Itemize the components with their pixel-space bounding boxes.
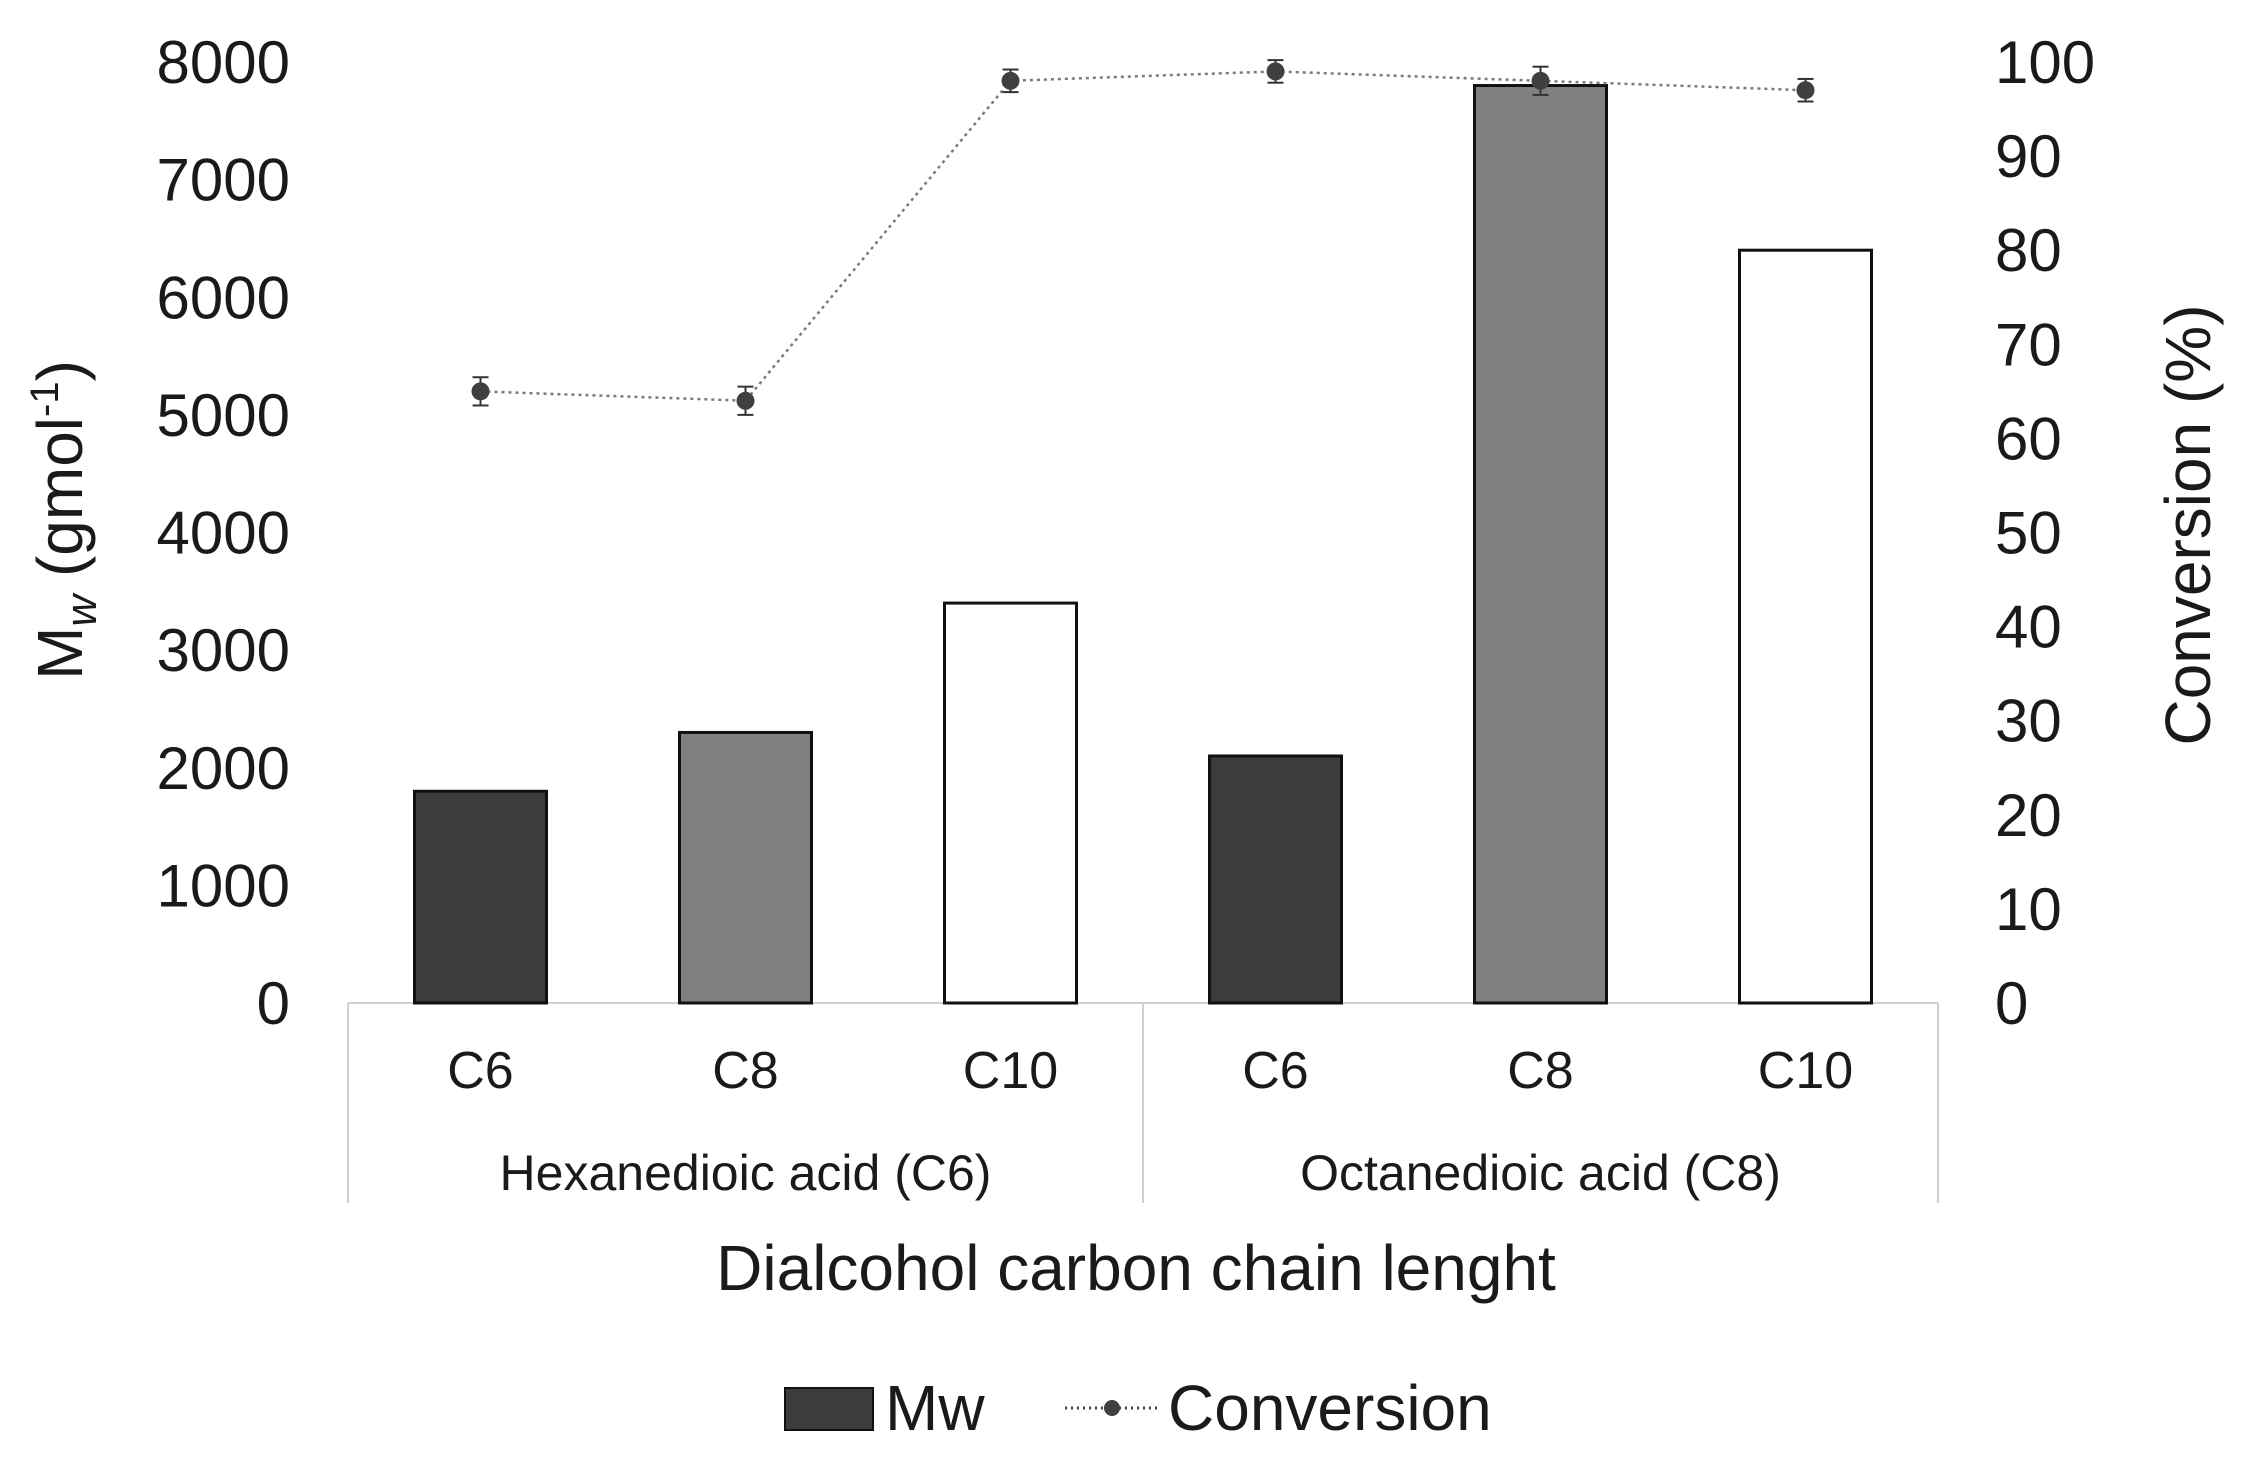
right-tick-label: 70 bbox=[1995, 311, 2062, 378]
x-axis-title: Dialcohol carbon chain lenght bbox=[716, 1232, 1556, 1304]
conversion-line-path bbox=[480, 70, 1806, 403]
bar-mw bbox=[1208, 754, 1343, 1005]
left-axis-title: Mw (gmol-1) bbox=[23, 360, 106, 680]
left-tick-label: 3000 bbox=[157, 617, 290, 684]
left-tick-label: 4000 bbox=[157, 500, 290, 567]
bar-mw bbox=[1738, 248, 1873, 1005]
right-axis-ticks: 0 10 20 30 40 50 60 70 80 90 100 bbox=[1995, 29, 2095, 1037]
line-series-conversion bbox=[471, 59, 1815, 416]
conversion-point bbox=[1531, 71, 1550, 90]
conversion-point bbox=[1001, 71, 1020, 90]
left-tick-label: 1000 bbox=[157, 852, 290, 919]
bar-mw bbox=[943, 601, 1078, 1005]
right-tick-label: 20 bbox=[1995, 782, 2062, 849]
category-label: C10 bbox=[963, 1042, 1058, 1100]
legend: Mw Conversion bbox=[784, 1372, 1492, 1444]
bar-mw bbox=[678, 730, 813, 1005]
bar-mw bbox=[1473, 84, 1608, 1005]
right-tick-label: 30 bbox=[1995, 688, 2062, 755]
category-label: C6 bbox=[1242, 1042, 1308, 1100]
group-label: Hexanedioic acid (C6) bbox=[500, 1145, 992, 1201]
left-axis-title-superscript: -1 bbox=[23, 381, 67, 417]
left-axis-title-subscript: w bbox=[57, 592, 106, 627]
group-labels: Hexanedioic acid (C6) Octanedioic acid (C… bbox=[500, 1145, 1781, 1201]
conversion-point bbox=[1266, 62, 1285, 81]
category-labels: C6 C8 C10 C6 C8 C10 bbox=[447, 1042, 1853, 1100]
category-axis-frame bbox=[347, 1002, 1939, 1203]
bar-series-mw bbox=[413, 84, 1873, 1005]
left-tick-label: 5000 bbox=[157, 382, 290, 449]
category-label: C6 bbox=[447, 1042, 513, 1100]
legend-mw-label: Mw bbox=[885, 1372, 985, 1444]
category-label: C8 bbox=[1507, 1042, 1573, 1100]
right-tick-label: 10 bbox=[1995, 876, 2062, 943]
legend-conversion-label: Conversion bbox=[1168, 1372, 1492, 1444]
left-tick-label: 7000 bbox=[157, 147, 290, 214]
group-label: Octanedioic acid (C8) bbox=[1300, 1145, 1781, 1201]
left-tick-label: 0 bbox=[257, 970, 290, 1037]
right-tick-label: 50 bbox=[1995, 500, 2062, 567]
left-tick-label: 6000 bbox=[157, 264, 290, 331]
right-axis-title: Conversion (%) bbox=[2152, 304, 2224, 745]
right-tick-label: 80 bbox=[1995, 217, 2062, 284]
category-label: C10 bbox=[1758, 1042, 1853, 1100]
conversion-point bbox=[1796, 81, 1815, 100]
category-label: C8 bbox=[712, 1042, 778, 1100]
left-axis-ticks: 0 1000 2000 3000 4000 5000 6000 7000 8000 bbox=[157, 29, 290, 1037]
left-tick-label: 2000 bbox=[157, 735, 290, 802]
right-tick-label: 100 bbox=[1995, 29, 2095, 96]
right-tick-label: 90 bbox=[1995, 123, 2062, 190]
bar-mw bbox=[413, 789, 548, 1005]
left-tick-label: 8000 bbox=[157, 29, 290, 96]
conversion-point bbox=[736, 391, 755, 410]
legend-mw-swatch bbox=[784, 1387, 874, 1431]
legend-conversion-marker bbox=[1104, 1400, 1120, 1416]
right-tick-label: 40 bbox=[1995, 594, 2062, 661]
right-tick-label: 60 bbox=[1995, 405, 2062, 472]
right-tick-label: 0 bbox=[1995, 970, 2028, 1037]
conversion-point bbox=[471, 382, 490, 401]
